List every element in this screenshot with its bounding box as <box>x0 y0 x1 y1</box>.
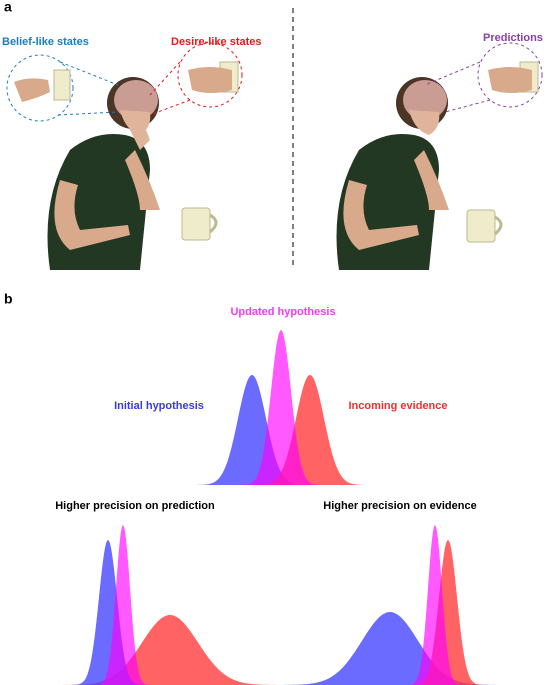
panel-label: a <box>4 0 12 15</box>
desire-bubble <box>177 42 243 108</box>
distributions <box>58 330 502 685</box>
hand <box>14 78 50 102</box>
cup-left <box>181 207 218 241</box>
prediction-precision-label: Higher precision on prediction <box>55 500 215 512</box>
distribution-curve <box>72 540 144 685</box>
initial-label: Initial hypothesis <box>114 400 204 412</box>
distribution-curve <box>412 540 484 685</box>
distribution-curve <box>407 525 463 685</box>
connector <box>59 61 119 86</box>
distribution-curve <box>254 375 366 485</box>
incoming-label: Incoming evidence <box>348 400 447 412</box>
distribution-curve <box>196 375 308 485</box>
predictions-label: Predictions <box>483 32 543 44</box>
distribution-curve <box>58 615 282 685</box>
distribution-curve <box>241 330 321 485</box>
distribution-curve <box>278 612 502 685</box>
connector <box>424 61 481 86</box>
cup <box>53 69 71 101</box>
cup-right <box>466 209 503 243</box>
person-right <box>336 77 449 270</box>
belief-bubble <box>6 54 74 122</box>
distribution-curve <box>95 525 151 685</box>
hand <box>488 67 532 93</box>
belief-label: Belief-like states <box>2 36 89 48</box>
updated-label: Updated hypothesis <box>230 306 335 318</box>
connector <box>57 111 119 116</box>
connector <box>149 99 191 116</box>
evidence-precision-label: Higher precision on evidence <box>323 500 476 512</box>
desire-label: Desire-like states <box>171 36 262 48</box>
panel-label: b <box>4 291 13 307</box>
connector <box>149 61 181 96</box>
person-left <box>47 77 160 270</box>
connector <box>444 99 491 113</box>
predictions-bubble <box>477 42 543 108</box>
hand <box>188 67 232 93</box>
